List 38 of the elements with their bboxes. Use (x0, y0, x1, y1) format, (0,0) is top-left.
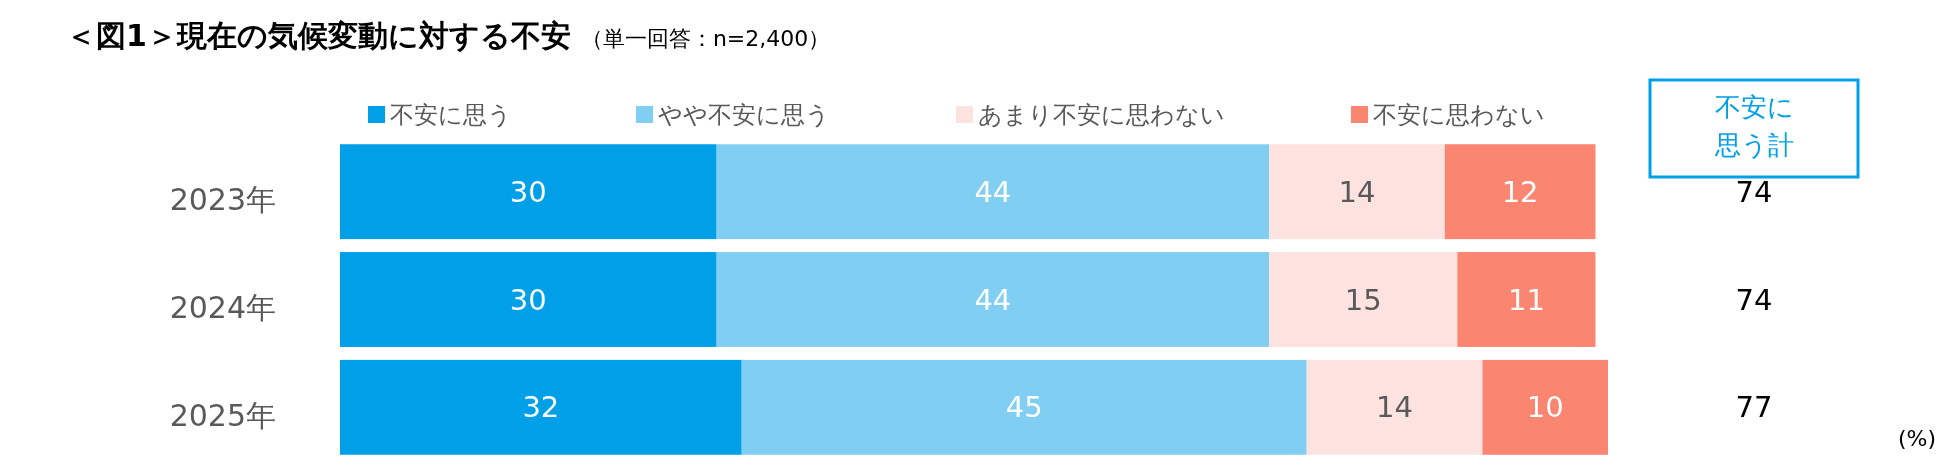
data-label: 32 (522, 390, 560, 425)
bar (1269, 144, 1445, 240)
legend-label: あまり不安に思わない (978, 101, 1225, 130)
data-label: 14 (1338, 174, 1376, 209)
data-label: 10 (1526, 390, 1564, 425)
text: 74 (1735, 174, 1773, 209)
data-label: 11 (1507, 282, 1545, 317)
data-label: 14 (1376, 390, 1414, 425)
bar (1482, 359, 1609, 455)
bar (1306, 359, 1483, 455)
bar (340, 144, 717, 240)
data-label: 45 (1005, 390, 1043, 425)
text: 74 (1735, 282, 1773, 317)
data-label: 30 (509, 282, 547, 317)
data-label: 15 (1344, 282, 1382, 317)
bar (716, 144, 1270, 240)
legend-label: 不安に思う (390, 101, 512, 130)
chart-title: ＜図1＞現在の気候変動に対する不安 (66, 18, 571, 53)
data-label: 44 (974, 174, 1012, 209)
text: 不安に思う計 (1713, 92, 1794, 160)
bar (741, 359, 1307, 455)
bar (1444, 144, 1596, 240)
legend-label: 不安に思わない (1373, 101, 1545, 130)
bar (1269, 252, 1458, 347)
y-tick-label: 2023年 (169, 182, 276, 218)
bar (340, 252, 717, 347)
data-label: 44 (974, 282, 1012, 317)
data-label: 30 (509, 174, 547, 209)
text: 77 (1735, 390, 1773, 425)
chart-subtitle: （単一回答：n=2,400） (580, 26, 831, 51)
legend-label: やや不安に思う (658, 101, 830, 130)
y-tick-label: 2025年 (169, 397, 276, 433)
y-tick-label: 2024年 (169, 290, 276, 325)
bar (716, 252, 1270, 347)
data-label: 12 (1501, 174, 1539, 209)
text: (%) (1897, 426, 1936, 451)
bar (1457, 252, 1596, 347)
bar (340, 359, 742, 455)
